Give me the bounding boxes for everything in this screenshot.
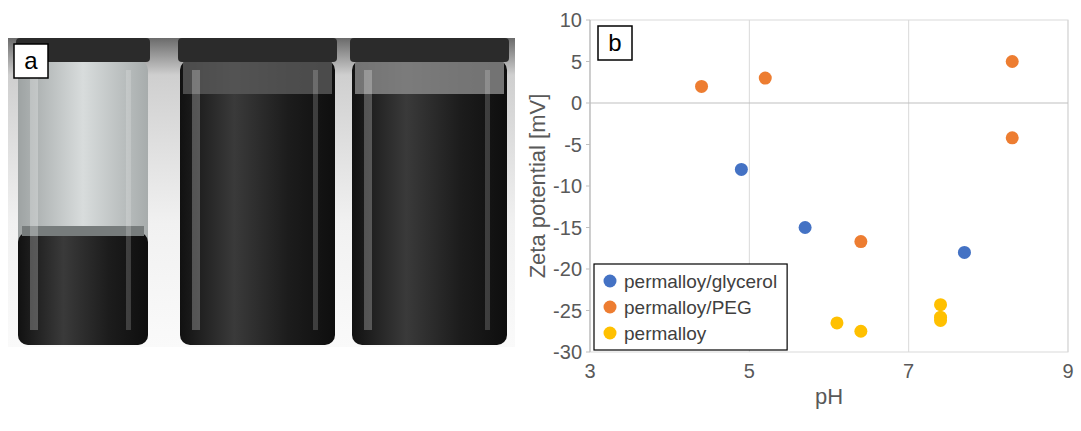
- y-tick-label: -5: [564, 134, 582, 156]
- y-tick-label: -30: [553, 341, 582, 363]
- figure: a 3 5 7 9 -30 -25 -20 -15 -10 -5 0 5 10 pH Zeta potenti…: [0, 0, 1081, 431]
- vial-body: [180, 60, 335, 345]
- point: [830, 316, 843, 329]
- legend-label: permalloy/glycerol: [624, 271, 777, 292]
- y-tick-label: -10: [553, 175, 582, 197]
- point: [799, 221, 812, 234]
- point: [854, 325, 867, 338]
- panel-letter: a: [24, 47, 38, 74]
- y-tick-label: -25: [553, 300, 582, 322]
- point: [759, 72, 772, 85]
- grid-line: [1068, 20, 1069, 352]
- photo-background: [8, 38, 515, 347]
- vial-foam: [355, 62, 504, 94]
- legend-marker: [604, 275, 617, 288]
- vial-highlight: [364, 70, 372, 330]
- legend-box: [594, 264, 787, 350]
- y-tick-label: -15: [553, 217, 582, 239]
- legend-marker: [604, 301, 617, 314]
- y-axis-title: Zeta potential [mV]: [525, 94, 550, 279]
- x-tick-label: 7: [903, 360, 914, 382]
- y-axis-line: [589, 20, 590, 352]
- x-axis-line: [590, 102, 1068, 103]
- x-tick-label: 9: [1062, 360, 1073, 382]
- panel-label-box: [14, 44, 48, 78]
- point: [934, 314, 947, 327]
- vial: [350, 38, 509, 345]
- vial-body: [18, 60, 148, 345]
- vial-body: [352, 60, 507, 345]
- grid-line: [590, 20, 591, 352]
- chart: 3 5 7 9 -30 -25 -20 -15 -10 -5 0 5 10 pH Zeta potentia…: [525, 9, 1074, 409]
- grid-line: [908, 20, 909, 352]
- point: [735, 163, 748, 176]
- y-tick-label: -20: [553, 258, 582, 280]
- vial: [16, 38, 150, 345]
- y-tick-label: 5: [571, 51, 582, 73]
- vial-meniscus: [22, 226, 144, 236]
- x-tick-label: 3: [584, 360, 595, 382]
- plot-frame: [590, 20, 1068, 352]
- vial-highlight: [485, 70, 490, 330]
- vial: [178, 38, 337, 345]
- x-tick-label: 5: [744, 360, 755, 382]
- y-tick-label: 10: [560, 9, 582, 31]
- photo: [8, 38, 515, 347]
- point: [1006, 131, 1019, 144]
- vial-cap: [350, 38, 509, 62]
- vial-cap: [178, 38, 337, 62]
- legend-marker: [604, 327, 617, 340]
- legend: permalloy/glycerol permalloy/PEG permalloy: [594, 264, 787, 350]
- y-tick-label: 0: [571, 92, 582, 114]
- legend-label: permalloy/PEG: [624, 297, 752, 318]
- panel-label-box: [598, 26, 632, 60]
- vial-highlight: [192, 70, 200, 330]
- vial-foam: [183, 62, 332, 94]
- point: [854, 235, 867, 248]
- point: [1006, 55, 1019, 68]
- vial-highlight: [313, 70, 318, 330]
- x-axis-title: pH: [815, 384, 843, 409]
- point: [695, 80, 708, 93]
- point: [958, 246, 971, 259]
- panel-letter: b: [608, 29, 621, 56]
- legend-label: permalloy: [624, 323, 707, 344]
- panel-label: b: [598, 26, 632, 60]
- point: [934, 298, 947, 311]
- panel-label: a: [14, 44, 48, 78]
- vial-highlight: [30, 70, 38, 330]
- vial-highlight: [126, 70, 131, 330]
